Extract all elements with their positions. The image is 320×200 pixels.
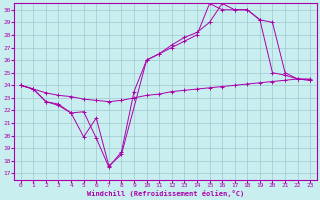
X-axis label: Windchill (Refroidissement éolien,°C): Windchill (Refroidissement éolien,°C) (87, 190, 244, 197)
